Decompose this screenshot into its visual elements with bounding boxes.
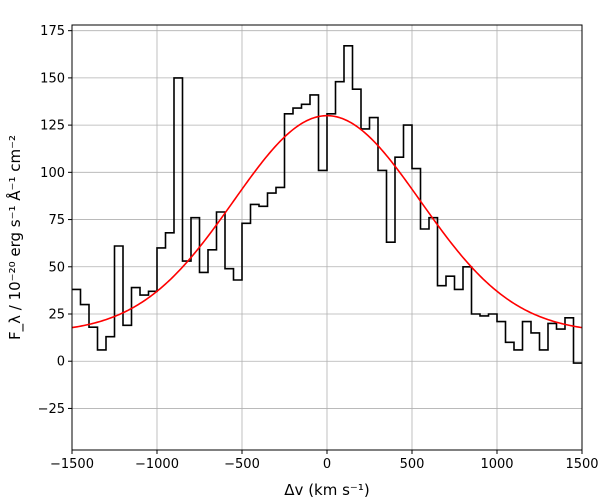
y-tick-label: −25 <box>38 402 65 417</box>
y-axis-label: F_λ / 10⁻²⁰ erg s⁻¹ Å⁻¹ cm⁻² <box>5 135 25 340</box>
y-tick-label: 25 <box>48 308 65 323</box>
plot-data <box>72 44 582 364</box>
y-tick-label: 50 <box>48 260 65 275</box>
y-tick-label: 175 <box>40 24 65 39</box>
y-tick-label: 100 <box>40 166 65 181</box>
x-axis-label: Δv (km s⁻¹) <box>284 481 369 499</box>
x-tick-label: 1500 <box>565 457 598 472</box>
y-tick-label: 125 <box>40 119 65 134</box>
x-tick-label: −1000 <box>135 457 179 472</box>
x-tick-label: −1500 <box>50 457 94 472</box>
axes: −1500 −1000 −500 0 500 1000 1500 −25 0 25 50 75 100 1… <box>38 24 599 472</box>
axis-labels: Δv (km s⁻¹) F_λ / 10⁻²⁰ erg s⁻¹ Å⁻¹ cm⁻² <box>5 135 370 499</box>
y-tick-label: 75 <box>48 213 65 228</box>
x-tick-label: −500 <box>224 457 260 472</box>
x-tick-label: 1000 <box>480 457 513 472</box>
grid <box>71 25 583 450</box>
y-tick-label: 0 <box>57 355 65 370</box>
y-tick-label: 150 <box>40 71 65 86</box>
flux-histogram-line <box>72 44 582 364</box>
x-tick-label: 0 <box>323 457 331 472</box>
x-tick-label: 500 <box>400 457 425 472</box>
gaussian-fit-line <box>72 114 582 329</box>
